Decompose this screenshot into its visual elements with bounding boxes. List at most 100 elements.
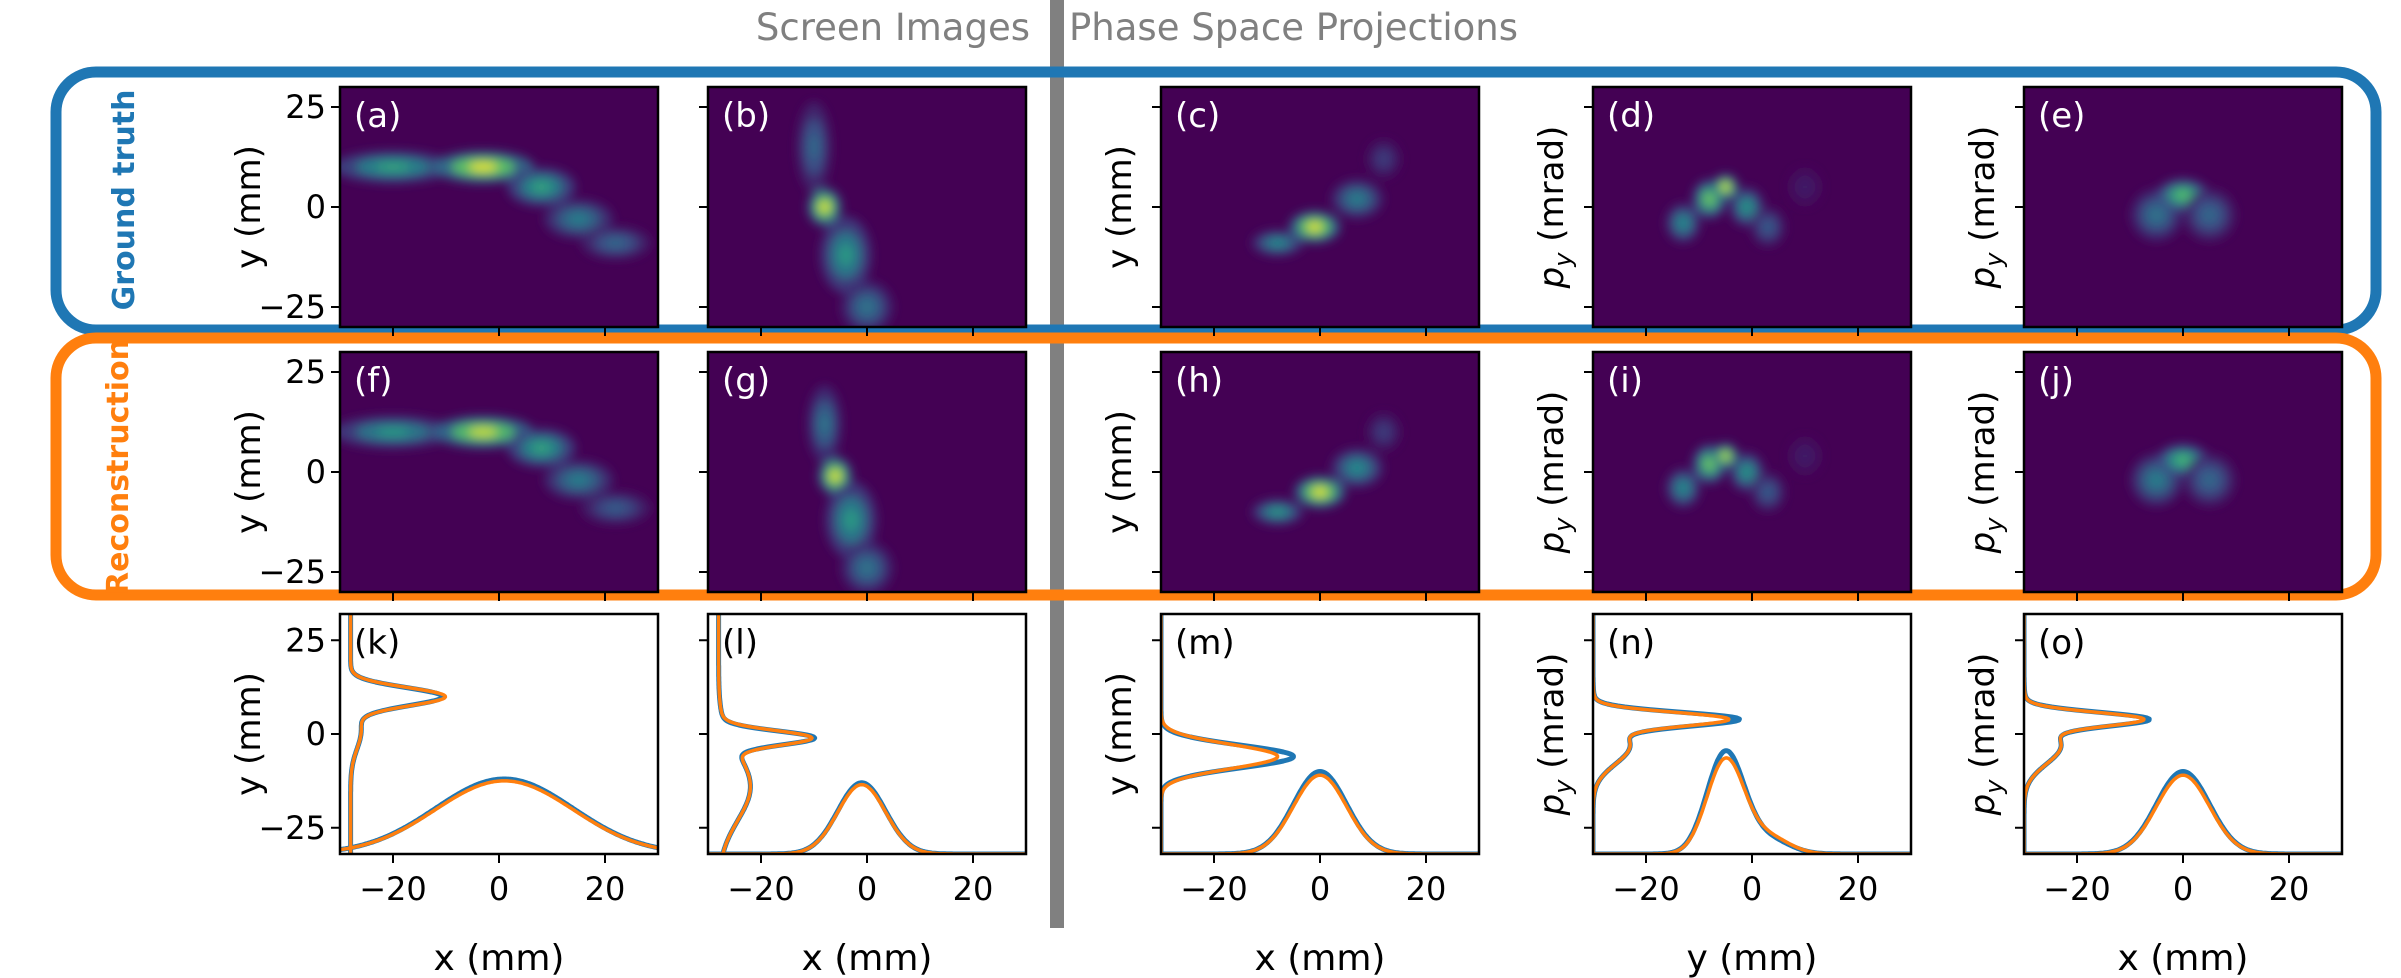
panel-f-blob-core-3 bbox=[569, 475, 588, 486]
panel-j-blob-core-2 bbox=[2202, 473, 2216, 487]
panel-i-ylabel: py (mrad) bbox=[1532, 391, 1577, 555]
panel-e-blob-core-0 bbox=[2149, 208, 2163, 222]
panel-f-ytick-label: −25 bbox=[258, 553, 326, 591]
panel-h-label: (h) bbox=[1175, 361, 1223, 401]
panel-c-blob-core-3 bbox=[1379, 154, 1389, 165]
ylabel-unit: (mrad) bbox=[1532, 653, 1572, 780]
ylabel-unit: (mrad) bbox=[1963, 653, 2003, 780]
panel-h-blob-core-0 bbox=[1270, 508, 1284, 515]
panel-b-blob-core-1 bbox=[809, 134, 819, 159]
panel-o-xtick-label: 20 bbox=[2269, 870, 2310, 908]
panel-k-ylabel: y (mm) bbox=[229, 672, 269, 796]
panel-e-blob-core-2 bbox=[2202, 208, 2216, 222]
ylabel-symbol: p bbox=[1532, 794, 1572, 817]
panel-k-ytick-label: −25 bbox=[258, 809, 326, 847]
panel-m-label: (m) bbox=[1175, 623, 1235, 663]
panel-h-blob-core-1 bbox=[1313, 488, 1327, 497]
panel-h-ylabel: y (mm) bbox=[1100, 410, 1140, 534]
panel-e-blob-core-1 bbox=[2176, 191, 2190, 200]
ground-truth-label: Ground truth bbox=[107, 90, 142, 311]
panel-b-blob-core-3 bbox=[860, 300, 874, 314]
panel-d-blob-core-4 bbox=[1763, 222, 1773, 233]
panel-f-blob-core-2 bbox=[532, 443, 551, 454]
panel-m-xtick-label: 20 bbox=[1406, 870, 1447, 908]
panel-c-blob-core-2 bbox=[1350, 194, 1364, 205]
panel-g-blob-core-0 bbox=[830, 471, 840, 482]
ylabel-unit: (mrad) bbox=[1963, 391, 2003, 518]
panel-c-blob-core-0 bbox=[1270, 239, 1284, 246]
ylabel-symbol: p bbox=[1963, 267, 2003, 290]
panel-c-label: (c) bbox=[1175, 96, 1220, 136]
panel-e-label: (e) bbox=[2038, 96, 2085, 136]
panel-d-blob-core-3 bbox=[1742, 202, 1752, 213]
panel-a-ytick-label: 0 bbox=[306, 188, 326, 226]
ylabel-unit: (mrad) bbox=[1963, 126, 2003, 253]
panel-b-blob-core-0 bbox=[820, 202, 830, 213]
panel-d-ylabel: py (mrad) bbox=[1532, 126, 1577, 290]
panel-f-ylabel: y (mm) bbox=[229, 410, 269, 534]
panel-k-ytick-label: 25 bbox=[285, 621, 326, 659]
ylabel-unit: (mrad) bbox=[1532, 391, 1572, 518]
panel-o-xtick-label: 0 bbox=[2173, 870, 2193, 908]
panel-a-label: (a) bbox=[354, 96, 401, 136]
panel-k-xtick-label: −20 bbox=[359, 870, 427, 908]
panel-k-xtick-label: 20 bbox=[585, 870, 626, 908]
panel-o-xlabel: x (mm) bbox=[2118, 938, 2249, 978]
ylabel-unit: (mrad) bbox=[1532, 126, 1572, 253]
panel-k-ytick-label: 0 bbox=[306, 715, 326, 753]
panel-l-label: (l) bbox=[722, 623, 758, 663]
panel-a-ytick-label: −25 bbox=[258, 288, 326, 326]
panel-k-xlabel: x (mm) bbox=[434, 938, 565, 978]
panel-f-blob-core-4 bbox=[606, 504, 625, 513]
panel-f-ytick-label: 0 bbox=[306, 453, 326, 491]
panel-k-label: (k) bbox=[354, 623, 400, 663]
ylabel-subscript: y bbox=[1549, 252, 1577, 268]
panel-o-ylabel: py (mrad) bbox=[1963, 653, 2008, 817]
panel-g-blob-core-3 bbox=[860, 561, 874, 575]
panel-d-blob-core-2 bbox=[1722, 183, 1729, 190]
ylabel-subscript: y bbox=[1980, 252, 2008, 268]
panel-k-xtick-label: 0 bbox=[489, 870, 509, 908]
panel-i-blob-core-2 bbox=[1722, 452, 1729, 459]
ylabel-symbol: p bbox=[1963, 794, 2003, 817]
panel-n-xtick-label: 20 bbox=[1838, 870, 1879, 908]
panel-o-label: (o) bbox=[2038, 623, 2085, 663]
panel-n-xlabel: y (mm) bbox=[1687, 938, 1818, 978]
panel-d-blob-core-5 bbox=[1800, 182, 1810, 193]
panel-m-xtick-label: −20 bbox=[1180, 870, 1248, 908]
panel-l-xlabel: x (mm) bbox=[802, 938, 933, 978]
reconstruction-label: Reconstruction bbox=[101, 339, 136, 595]
panel-c-ylabel: y (mm) bbox=[1100, 145, 1140, 269]
ylabel-symbol: p bbox=[1532, 532, 1572, 555]
phase-space-title: Phase Space Projections bbox=[1069, 6, 1518, 49]
panel-a-ytick-label: 25 bbox=[285, 88, 326, 126]
panel-a-blob-core-3 bbox=[569, 214, 588, 225]
panel-f-ytick-label: 25 bbox=[285, 353, 326, 391]
panel-j-ylabel: py (mrad) bbox=[1963, 391, 2008, 555]
panel-f-label: (f) bbox=[354, 361, 393, 401]
panel-c-blob-core-1 bbox=[1308, 223, 1322, 232]
panel-n-xtick-label: 0 bbox=[1742, 870, 1762, 908]
panel-b-blob-core-2 bbox=[839, 244, 853, 266]
panel-a-blob-core-1 bbox=[469, 163, 498, 172]
panel-j-blob-core-0 bbox=[2149, 473, 2163, 487]
panels: 250−25y (mm)(a)(b)y (mm)(c)py (mrad)(d)p… bbox=[229, 87, 2342, 978]
panel-i-blob-core-5 bbox=[1800, 451, 1810, 462]
panel-j-label: (j) bbox=[2038, 361, 2074, 401]
screen-images-title: Screen Images bbox=[756, 6, 1030, 49]
panel-i-blob-core-1 bbox=[1705, 459, 1715, 470]
panel-i-blob-core-0 bbox=[1678, 483, 1688, 494]
panel-i-label: (i) bbox=[1607, 361, 1643, 401]
panel-b-label: (b) bbox=[722, 96, 770, 136]
panel-a-blob-core-0 bbox=[376, 163, 409, 172]
panel-f-blob-core-1 bbox=[469, 428, 498, 437]
panel-a-ylabel: y (mm) bbox=[229, 145, 269, 269]
panel-e-ylabel: py (mrad) bbox=[1963, 126, 2008, 290]
ylabel-symbol: p bbox=[1532, 267, 1572, 290]
panel-a-blob-core-4 bbox=[606, 239, 625, 248]
panel-i-blob-core-4 bbox=[1763, 487, 1773, 498]
ylabel-subscript: y bbox=[1980, 517, 2008, 533]
vertical-divider bbox=[1050, 0, 1064, 928]
ylabel-symbol: p bbox=[1963, 532, 2003, 555]
panel-d-label: (d) bbox=[1607, 96, 1655, 136]
